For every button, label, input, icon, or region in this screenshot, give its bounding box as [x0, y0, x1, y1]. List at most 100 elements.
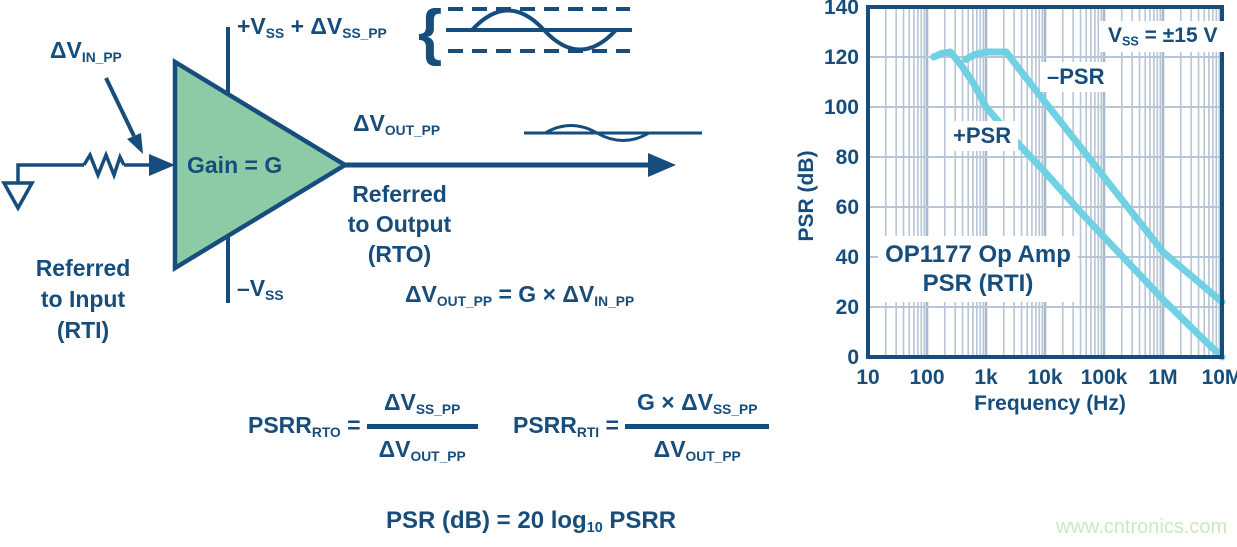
psrr-rti-equals: =	[599, 412, 619, 439]
y-tick-label: 60	[836, 196, 859, 219]
psrr-rto-fraction: ΔVSS_PP ΔVOUT_PP	[366, 389, 478, 464]
psrr-rto-den-sub: OUT_PP	[410, 448, 466, 464]
delta-vin-sub: IN_PP	[81, 49, 122, 65]
delta-vin-label: ΔVIN_PP	[50, 37, 122, 65]
vss-pos-sub: SS	[265, 25, 285, 41]
psrr-rti-num-base: G × ΔV	[636, 389, 713, 415]
x-tick-label: 1k	[974, 366, 998, 389]
opamp-triangle	[172, 58, 350, 272]
curve-plus-psr	[930, 48, 1226, 361]
brace-icon: {	[418, 0, 442, 67]
x-axis-title: Frequency (Hz)	[974, 392, 1126, 415]
psr-db-equation: PSR (dB) = 20 log10 PSRR	[386, 507, 676, 536]
minus-psr-series-label: –PSR	[1040, 62, 1112, 92]
fraction-bar	[366, 423, 478, 429]
y-tick-label: 80	[836, 146, 859, 169]
vss-annotation-value: = ±15 V	[1138, 24, 1218, 47]
psrr-rto-numerator: ΔVSS_PP	[372, 389, 472, 417]
y-tick-label: 0	[847, 346, 859, 369]
vin-annotation-arrow	[104, 77, 136, 137]
x-tick-label: 10k	[1027, 366, 1062, 389]
psrr-rti-denominator: ΔVOUT_PP	[642, 436, 753, 464]
input-arrowhead-icon	[149, 154, 175, 176]
psrr-rti-equation: PSRRRTI = G × ΔVSS_PP ΔVOUT_PP	[513, 389, 770, 464]
output-sine-icon	[544, 124, 650, 142]
psrr-rto-lhs: PSRRRTO =	[248, 412, 361, 440]
positive-supply-label: +VSS + ΔVSS_PP	[237, 13, 387, 41]
plus-psr-series-label: +PSR	[946, 121, 1019, 151]
rto-caption: Referred to Output (RTO)	[337, 179, 462, 269]
x-tick-label: 1M	[1148, 366, 1177, 389]
vss-ripple-base: + ΔV	[284, 13, 343, 39]
psrr-rto-base: PSRR	[248, 412, 312, 439]
y-tick-label: 140	[824, 0, 859, 19]
vss-neg-sub: SS	[265, 287, 284, 303]
x-tick-label: 100k	[1081, 366, 1128, 389]
delta-vout-label: ΔVOUT_PP	[353, 110, 440, 138]
vss-annotation-base: V	[1108, 24, 1123, 47]
chart-title-line2: PSR (RTI)	[922, 270, 1034, 297]
vss-ripple-sub: SS_PP	[342, 25, 387, 41]
delta-vin-base: ΔV	[50, 37, 82, 63]
psrr-rti-den-sub: OUT_PP	[685, 448, 741, 464]
rto-line3: (RTO)	[367, 241, 432, 267]
input-wire	[16, 163, 84, 183]
y-tick-label: 120	[824, 46, 859, 69]
delta-vout-base: ΔV	[353, 110, 385, 136]
x-tick-label: 100	[909, 366, 944, 389]
psrr-rto-num-sub: SS_PP	[415, 401, 461, 417]
negative-supply-label: –VSS	[237, 275, 284, 303]
psrr-rto-num-base: ΔV	[383, 389, 416, 415]
psrr-rto-den-base: ΔV	[378, 435, 411, 462]
psrr-rti-base: PSRR	[513, 412, 577, 439]
output-arrowhead-icon	[648, 153, 676, 177]
vin-annotation-arrowhead-icon	[127, 133, 143, 154]
x-tick-label: 10	[856, 366, 879, 389]
psr-db-s1: 10	[586, 520, 603, 537]
rti-line1: Referred	[35, 255, 131, 281]
y-tick-label: 20	[836, 296, 859, 319]
vss-annotation: VSS = ±15 V	[1100, 21, 1226, 52]
psrr-rto-equation: PSRRRTO = ΔVSS_PP ΔVOUT_PP	[248, 389, 478, 464]
supply-sine-icon	[470, 8, 618, 52]
gain-eq-s2: IN_PP	[594, 293, 635, 309]
curve-minus-psr	[962, 48, 1226, 306]
rti-line2: to Input	[40, 286, 126, 312]
y-tick-label: 40	[836, 246, 859, 269]
psrr-rto-equals: =	[340, 412, 361, 439]
ground-icon	[1, 181, 35, 212]
psr-frequency-chart: 0 20 40 60 80 100 120 140 10 100 1k 10k 100k 1M 10M	[824, 0, 1237, 389]
fraction-bar	[624, 423, 770, 429]
vss-pos-base: +V	[237, 13, 266, 39]
psrr-rti-lhs: PSRRRTI =	[513, 412, 619, 440]
y-tick-label: 100	[824, 96, 859, 119]
psrr-rti-sub: RTI	[576, 425, 600, 441]
chart-border	[866, 5, 1224, 359]
vss-neg-base: –V	[237, 275, 266, 301]
gain-eq-p2: = G × ΔV	[492, 281, 595, 307]
resistor-icon	[82, 150, 126, 181]
psrr-rti-numerator: G × ΔVSS_PP	[625, 389, 769, 417]
psrr-rti-den-base: ΔV	[653, 435, 686, 462]
watermark: www.cntronics.com	[1056, 516, 1228, 538]
rti-line3: (RTI)	[56, 317, 110, 343]
chart-title: OP1177 Op Amp PSR (RTI)	[878, 236, 1078, 302]
psrr-rti-fraction: G × ΔVSS_PP ΔVOUT_PP	[624, 389, 770, 464]
rto-line1: Referred	[352, 181, 447, 207]
psrr-rti-num-sub: SS_PP	[712, 401, 758, 417]
psrr-rto-sub: RTO	[311, 425, 341, 441]
psrr-rto-denominator: ΔVOUT_PP	[367, 436, 478, 464]
gain-eq-s1: OUT_PP	[436, 293, 493, 309]
rti-caption: Referred to Input (RTI)	[23, 253, 143, 346]
opamp-diagram: {	[1, 0, 702, 303]
gain-eq-p1: ΔV	[405, 281, 437, 307]
gain-equation: ΔVOUT_PP = G × ΔVIN_PP	[405, 281, 634, 309]
x-tick-label: 10M	[1202, 366, 1237, 389]
psr-db-p2: PSRR	[602, 507, 677, 534]
y-axis-title: PSR (dB)	[795, 150, 818, 242]
rto-line2: to Output	[347, 211, 452, 237]
psr-db-p1: PSR (dB) = 20 log	[386, 507, 587, 534]
chart-title-line1: OP1177 Op Amp	[885, 241, 1071, 268]
delta-vout-sub: OUT_PP	[384, 122, 441, 138]
